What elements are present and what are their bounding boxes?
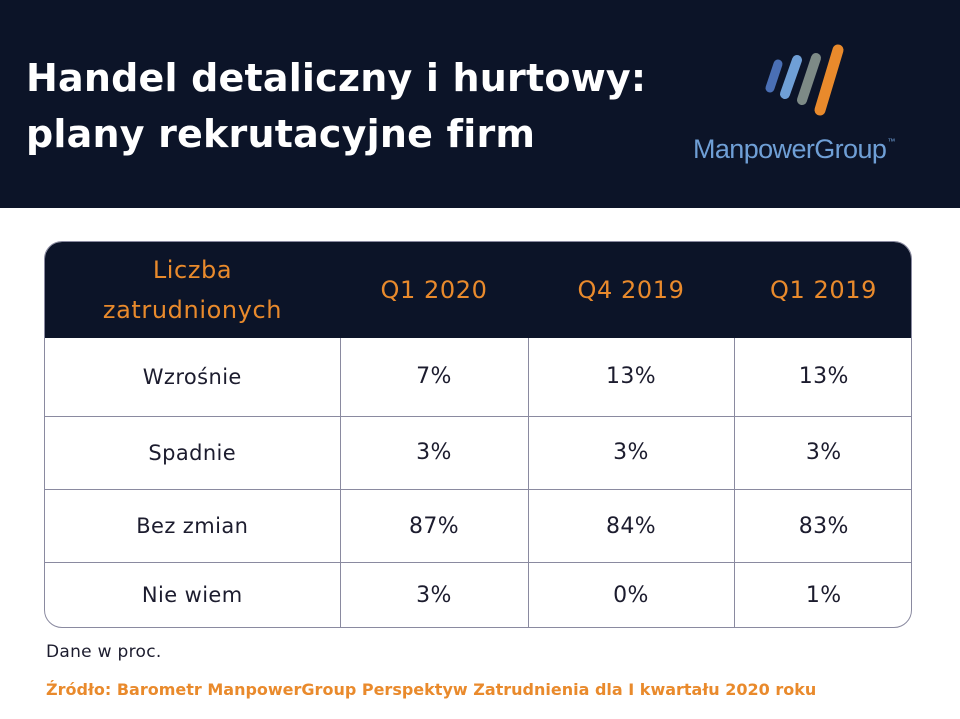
table-row: Spadnie 3% 3% 3% (45, 416, 911, 491)
row-label-cell: Wzrośnie (45, 338, 341, 417)
logo-stripe-gray (797, 53, 821, 105)
row-label-cell: Bez zmian (45, 489, 341, 564)
value-cell: 83% (734, 489, 911, 564)
logo-stripes-icon (765, 44, 844, 116)
value-cell: 1% (805, 582, 842, 608)
logo-stripe-blue (765, 59, 783, 93)
logo-stripe-lightblue (780, 55, 802, 99)
value-cell: 3% (340, 416, 529, 491)
header-cell-q4-2019: Q4 2019 (577, 276, 685, 304)
title-line-1: Handel detaliczny i hurtowy: (26, 56, 647, 100)
table-row: Nie wiem 3% 0% 1% (45, 562, 911, 627)
header-cell-employment: Liczba zatrudnionych (45, 242, 340, 338)
table-row: Wzrośnie 7% 13% 13% (45, 338, 911, 417)
page-title: Handel detaliczny i hurtowy: plany rekru… (26, 50, 666, 162)
title-line-2: plany rekrutacyjne firm (26, 112, 536, 156)
value-cell: 87% (340, 489, 529, 564)
value-cell: 3% (734, 416, 911, 491)
value-cell: 13% (528, 338, 735, 417)
value-cell: 13% (734, 338, 911, 417)
value-cell: 0% (528, 562, 735, 627)
value-cell: 84% (528, 489, 735, 564)
value-cell: 7% (340, 338, 529, 417)
row-label-cell: Spadnie (45, 416, 341, 491)
manpowergroup-logo: ManpowerGroup™ (690, 40, 930, 170)
recruitment-table: Liczba zatrudnionych Q1 2020 Q4 2019 Q1 … (44, 241, 912, 628)
data-table: Liczba zatrudnionych Q1 2020 Q4 2019 Q1 … (45, 242, 911, 627)
data-note: Dane w proc. (46, 642, 162, 662)
source-note: Źródło: Barometr ManpowerGroup Perspekty… (46, 680, 817, 699)
logo-wordmark: ManpowerGroup™ (693, 134, 929, 165)
header-employment-line-1: Liczba (152, 256, 233, 284)
logo-name: ManpowerGroup (693, 134, 887, 164)
table-header-row: Liczba zatrudnionych Q1 2020 Q4 2019 Q1 … (45, 242, 911, 338)
header-cell-q1-2019: Q1 2019 (769, 276, 878, 304)
header-cell-q1-2020: Q1 2020 (380, 276, 488, 304)
value-cell: 3% (528, 416, 735, 491)
value-cell: 3% (340, 562, 529, 627)
table-row: Bez zmian 87% 84% 83% (45, 489, 911, 564)
header-employment-line-2: zatrudnionych (102, 296, 283, 324)
logo-stripe-orange (814, 44, 844, 116)
logo-trademark: ™ (887, 137, 895, 146)
header-banner: Handel detaliczny i hurtowy: plany rekru… (0, 0, 960, 208)
row-label-cell: Nie wiem (45, 562, 341, 627)
